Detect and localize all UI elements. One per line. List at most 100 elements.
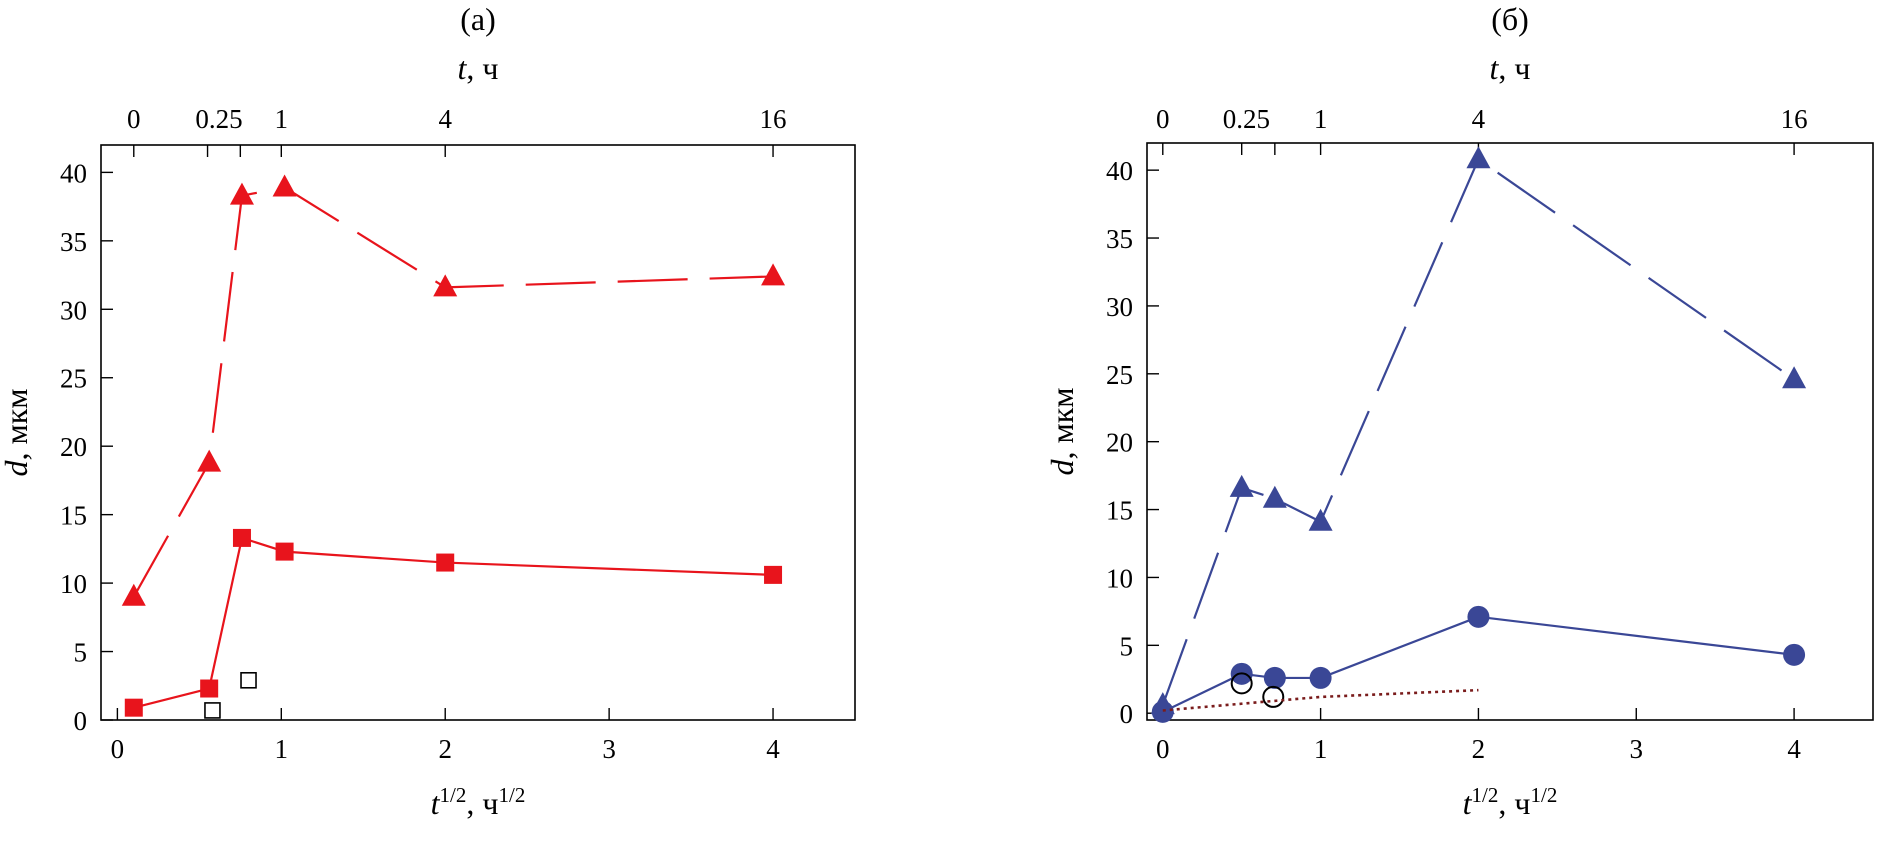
top-axis-title-unit: , ч bbox=[466, 50, 498, 86]
square-marker bbox=[124, 698, 143, 717]
x-tick-label: 3 bbox=[602, 734, 616, 764]
open-square-marker bbox=[240, 671, 257, 689]
top-tick-label: 4 bbox=[1472, 104, 1486, 134]
x-axis-title-var-exponent: 1/2 bbox=[1472, 783, 1499, 807]
x-tick-label: 4 bbox=[1787, 734, 1801, 764]
top-tick-label: 0 bbox=[1156, 104, 1170, 134]
series-line bbox=[132, 186, 774, 598]
circle-marker bbox=[1783, 643, 1806, 666]
y-tick-label: 5 bbox=[1120, 631, 1134, 661]
panel-b: (б)t, ч0 0.25 1 4 160 1 2 3 40510152025303540t1/… bbox=[1044, 1, 1874, 821]
triangle-marker bbox=[197, 449, 222, 472]
x-tick-label: 1 bbox=[275, 734, 289, 764]
top-tick-label: 16 bbox=[760, 104, 787, 134]
triangle-marker bbox=[1782, 366, 1807, 389]
y-tick-label: 15 bbox=[1106, 496, 1133, 526]
top-axis-title: t, ч bbox=[1490, 50, 1531, 86]
y-tick-label: 0 bbox=[1120, 699, 1134, 729]
x-tick-label: 2 bbox=[1472, 734, 1486, 764]
x-tick-label: 2 bbox=[438, 734, 452, 764]
circle-marker bbox=[1309, 666, 1332, 689]
square-marker bbox=[436, 553, 455, 572]
top-axis-title-unit: , ч bbox=[1498, 50, 1530, 86]
series-line bbox=[1161, 158, 1795, 706]
circle-marker bbox=[1263, 666, 1286, 689]
top-axis-title-var: t bbox=[1490, 50, 1500, 86]
x-tick-label: 3 bbox=[1630, 734, 1644, 764]
triangle-marker bbox=[272, 174, 297, 197]
series-triangle-0 bbox=[1150, 146, 1807, 715]
triangle-marker bbox=[433, 274, 458, 297]
open-square-marker bbox=[204, 702, 221, 719]
series-line bbox=[133, 536, 774, 709]
top-axis-title: t, ч bbox=[458, 50, 499, 86]
triangle-marker bbox=[1466, 146, 1491, 169]
top-tick-label: 0 bbox=[127, 104, 141, 134]
square-marker bbox=[232, 528, 251, 547]
x-axis-title-unit-exponent: 1/2 bbox=[1530, 783, 1557, 807]
y-tick-label: 25 bbox=[1106, 360, 1133, 390]
open-circle-marker bbox=[1230, 672, 1253, 695]
y-tick-label: 10 bbox=[1106, 563, 1133, 593]
top-tick-label: 16 bbox=[1781, 104, 1808, 134]
y-tick-label: 40 bbox=[60, 158, 87, 188]
circle-marker bbox=[1467, 605, 1490, 628]
square-marker bbox=[764, 565, 783, 584]
open-circle-marker bbox=[1262, 685, 1285, 708]
panel-label: (а) bbox=[460, 1, 496, 37]
y-tick-label: 15 bbox=[60, 501, 87, 531]
panel-a: (а)t, ч0 0.25 1 4 160 1 2 3 40510152025303540t1/… bbox=[0, 1, 856, 821]
x-tick-label: 0 bbox=[111, 734, 125, 764]
x-axis-title-unit-exponent: 1/2 bbox=[498, 783, 525, 807]
y-tick-label: 5 bbox=[74, 638, 88, 668]
y-axis-title-unit: , мкм bbox=[0, 388, 34, 460]
triangle-marker bbox=[1229, 474, 1254, 497]
panel-label: (б) bbox=[1491, 1, 1529, 37]
x-axis-title: t1/2, ч1/2 bbox=[431, 783, 526, 821]
series-line bbox=[1162, 688, 1479, 712]
y-tick-label: 35 bbox=[60, 227, 87, 257]
x-axis-title-var: t bbox=[431, 785, 441, 821]
x-axis-title-var: t bbox=[1463, 785, 1473, 821]
y-tick-label: 30 bbox=[1106, 292, 1133, 322]
y-axis-title-var: d bbox=[1044, 459, 1080, 476]
y-tick-label: 20 bbox=[1106, 428, 1133, 458]
top-tick-label: 0.25 bbox=[195, 104, 242, 134]
x-axis-title: t1/2, ч1/2 bbox=[1463, 783, 1558, 821]
top-tick-label: 4 bbox=[438, 104, 452, 134]
x-tick-label: 4 bbox=[766, 734, 780, 764]
x-tick-label: 0 bbox=[1156, 734, 1170, 764]
x-axis-title-unit: , ч bbox=[1498, 785, 1530, 821]
triangle-marker bbox=[121, 583, 146, 606]
top-axis-title-var: t bbox=[458, 50, 468, 86]
y-tick-label: 0 bbox=[74, 706, 88, 736]
y-tick-label: 20 bbox=[60, 432, 87, 462]
y-tick-label: 30 bbox=[60, 295, 87, 325]
y-tick-label: 25 bbox=[60, 364, 87, 394]
series-circle-1 bbox=[1151, 605, 1806, 723]
series-line bbox=[1162, 615, 1795, 713]
y-tick-label: 10 bbox=[60, 569, 87, 599]
y-axis-title: d, мкм bbox=[1044, 387, 1080, 475]
triangle-marker bbox=[761, 263, 786, 286]
y-axis-title-var: d bbox=[0, 460, 34, 477]
series-none-3 bbox=[1162, 688, 1479, 712]
y-axis-title-unit: , мкм bbox=[1044, 387, 1080, 459]
triangle-marker bbox=[1262, 485, 1287, 508]
square-marker bbox=[200, 679, 219, 698]
y-tick-label: 35 bbox=[1106, 224, 1133, 254]
plot-frame bbox=[1146, 142, 1874, 721]
series-square-1 bbox=[124, 528, 783, 717]
series-open-circle-2 bbox=[1230, 672, 1285, 708]
top-tick-label: 0.25 bbox=[1223, 104, 1270, 134]
series-triangle-0 bbox=[121, 174, 786, 606]
circle-marker bbox=[1151, 700, 1174, 723]
y-tick-label: 40 bbox=[1106, 156, 1133, 186]
x-tick-label: 1 bbox=[1314, 734, 1328, 764]
square-marker bbox=[275, 542, 294, 561]
top-tick-label: 1 bbox=[275, 104, 289, 134]
triangle-marker bbox=[1308, 508, 1333, 531]
x-axis-title-var-exponent: 1/2 bbox=[440, 783, 467, 807]
x-axis-title-unit: , ч bbox=[466, 785, 498, 821]
